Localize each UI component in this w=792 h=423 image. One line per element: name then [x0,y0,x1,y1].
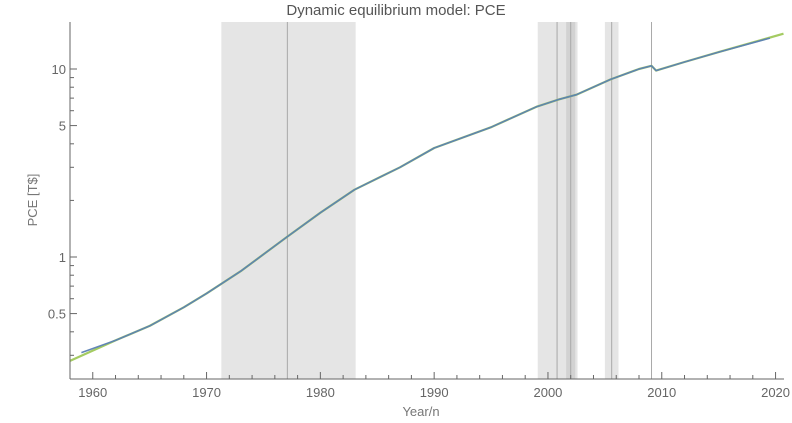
chart-title: Dynamic equilibrium model: PCE [286,2,505,19]
x-tick-label: 1980 [306,385,335,400]
axes [69,22,784,380]
x-tick-label: 1970 [192,385,221,400]
event-lines [286,22,653,379]
x-tick-label: 2020 [761,385,790,400]
series-group [69,32,784,362]
x-tick-label: 1990 [420,385,449,400]
y-tick-label: 1 [59,250,66,265]
data-line [81,37,771,354]
x-tick-label: 2010 [647,385,676,400]
y-tick-label: 5 [59,119,66,134]
x-ticks: 1960 1970 1980 1990 2000 2010 2020 [69,372,790,400]
shaded-regions [221,22,619,379]
y-tick-label: 10 [52,62,66,77]
x-tick-label: 2000 [533,385,562,400]
y-tick-label: 0.5 [48,307,66,322]
shaded-region [221,22,356,379]
x-axis-label: Year/n [402,404,439,419]
y-axis-label: PCE [T$] [25,174,40,227]
y-ticks: 0.5 1 5 10 [48,62,77,356]
x-tick-label: 1960 [78,385,107,400]
